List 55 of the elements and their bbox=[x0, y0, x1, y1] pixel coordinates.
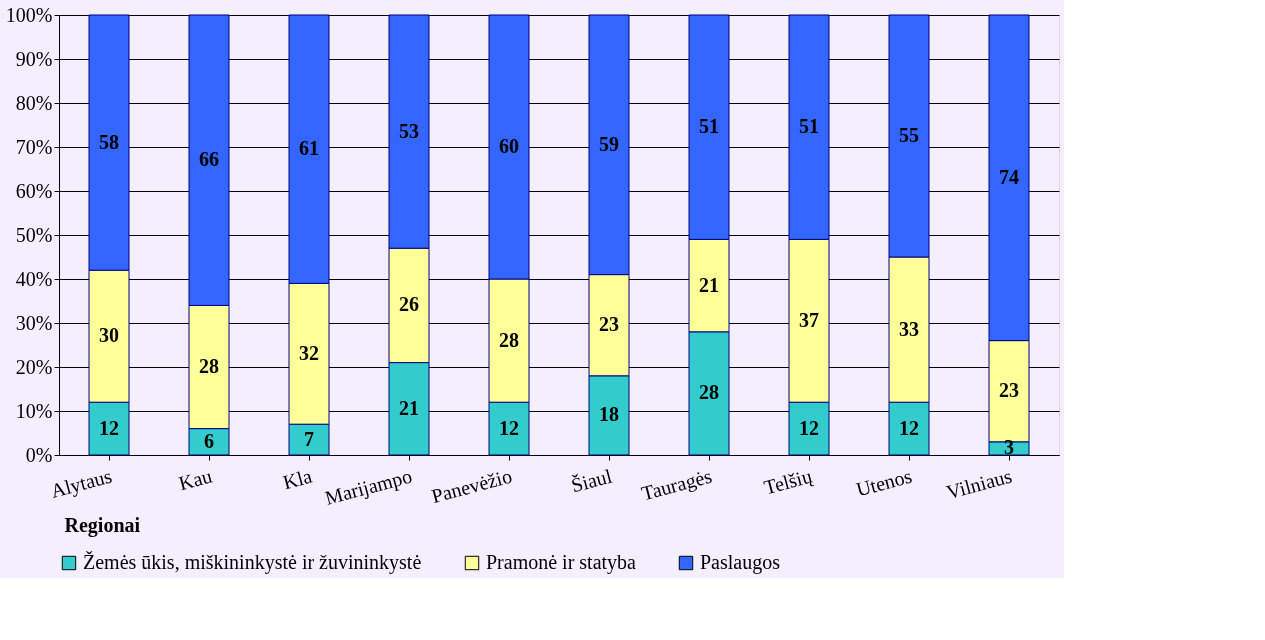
data-label: 51 bbox=[699, 115, 719, 138]
legend-label: Pramonė ir statyba bbox=[486, 551, 637, 574]
data-label: 12 bbox=[799, 416, 819, 439]
data-label: 21 bbox=[699, 273, 719, 296]
x-tick-label: Marijampo bbox=[322, 464, 415, 510]
data-label: 74 bbox=[999, 165, 1019, 188]
data-label: 66 bbox=[199, 148, 219, 171]
x-tick-label: Vilniaus bbox=[944, 464, 1015, 504]
data-label: 3 bbox=[1004, 436, 1014, 459]
x-tick-label: Tauragės bbox=[639, 464, 715, 506]
data-label: 55 bbox=[899, 124, 919, 146]
data-label: 58 bbox=[99, 130, 119, 153]
data-label: 59 bbox=[599, 132, 619, 155]
legend-label: Paslaugos bbox=[700, 551, 781, 574]
data-label: 18 bbox=[599, 403, 619, 426]
x-tick-label: Panevėžio bbox=[429, 464, 515, 508]
x-tick-label: Kau bbox=[176, 464, 215, 495]
y-tick-label: 40% bbox=[15, 267, 53, 290]
x-tick-label: Alytaus bbox=[48, 464, 115, 503]
data-label: 28 bbox=[499, 328, 519, 351]
x-tick-label: Kla bbox=[280, 464, 315, 494]
data-label: 60 bbox=[499, 135, 519, 157]
x-tick-label: Utenos bbox=[853, 464, 915, 501]
data-label: 12 bbox=[899, 416, 919, 439]
y-tick-label: 10% bbox=[15, 399, 53, 422]
data-label: 28 bbox=[699, 381, 719, 404]
y-tick-label: 70% bbox=[15, 135, 53, 158]
y-tick-label: 30% bbox=[15, 311, 53, 334]
data-label: 37 bbox=[799, 308, 819, 331]
data-label: 12 bbox=[99, 416, 119, 439]
data-label: 12 bbox=[499, 416, 519, 439]
data-label: 51 bbox=[799, 115, 819, 138]
data-label: 23 bbox=[999, 379, 1019, 402]
data-label: 7 bbox=[304, 427, 314, 450]
data-label: 61 bbox=[299, 137, 319, 160]
y-tick-label: 90% bbox=[15, 47, 53, 70]
data-label: 26 bbox=[399, 293, 419, 316]
y-tick-label: 20% bbox=[15, 355, 53, 378]
y-tick-label: 0% bbox=[25, 443, 53, 466]
y-tick-label: 80% bbox=[15, 91, 53, 114]
y-tick-label: 50% bbox=[15, 223, 53, 246]
y-tick-label: 100% bbox=[5, 3, 53, 26]
data-label: 30 bbox=[99, 324, 119, 347]
data-label: 28 bbox=[199, 355, 219, 377]
data-label: 33 bbox=[899, 317, 919, 340]
x-axis-title: Regionai bbox=[64, 513, 141, 537]
data-label: 32 bbox=[299, 341, 319, 364]
legend-label: Žemės ūkis, miškininkystė ir žuvininkystė bbox=[83, 551, 422, 574]
x-tick-label: Šiaul bbox=[568, 463, 615, 497]
data-label: 21 bbox=[399, 396, 419, 419]
data-label: 53 bbox=[399, 119, 419, 142]
y-tick-label: 60% bbox=[15, 179, 53, 202]
data-label: 23 bbox=[599, 313, 619, 336]
data-label: 6 bbox=[204, 429, 214, 452]
x-tick-label: Telšių bbox=[761, 464, 816, 500]
